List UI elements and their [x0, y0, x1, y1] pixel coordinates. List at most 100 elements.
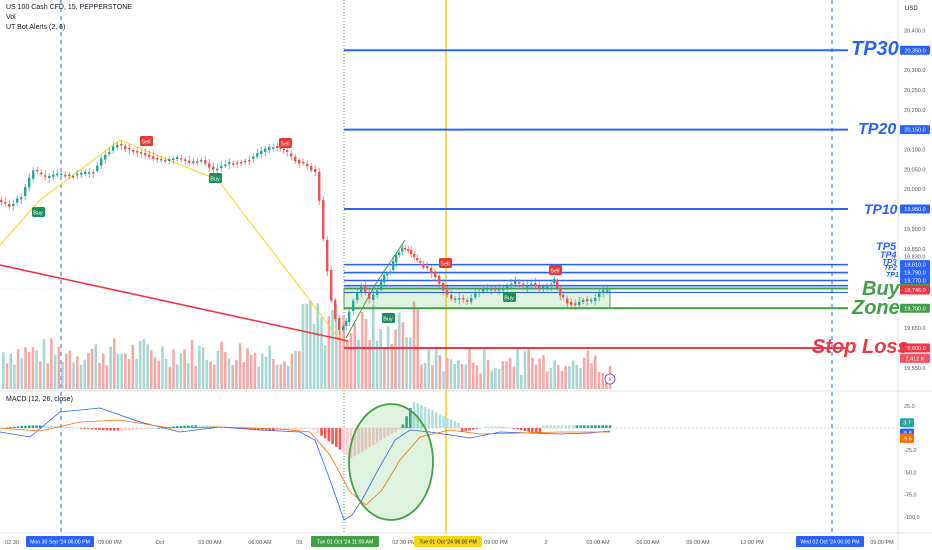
candle-body — [330, 270, 333, 301]
volume-bar — [453, 364, 456, 389]
macd-hist-bar — [368, 428, 371, 448]
macd-label[interactable]: MACD (12, 26, close) — [6, 396, 73, 403]
candle-body — [104, 154, 107, 160]
candle-body — [586, 299, 589, 302]
macd-hist-bar — [531, 428, 534, 433]
candle-body — [559, 287, 562, 296]
candle-body — [112, 146, 115, 151]
candle-body — [498, 288, 501, 291]
candle-body — [64, 174, 67, 177]
candle-body — [44, 175, 47, 177]
candle-body — [100, 158, 103, 166]
volume-bar — [460, 364, 464, 389]
sell-signal-text: Sell — [440, 261, 449, 267]
volume-bar — [190, 340, 194, 389]
symbol-title[interactable]: US 100 Cash CFD, 15, PEPPERSTONE — [6, 4, 132, 11]
candle-body — [534, 283, 537, 287]
candle-body — [470, 297, 473, 302]
volume-bar — [301, 304, 305, 389]
volume-bar — [20, 358, 24, 389]
volume-bar — [64, 353, 68, 389]
volume-bar — [286, 366, 290, 389]
sell-signal-text: Sell — [550, 268, 559, 274]
macd-hist-bar — [335, 428, 338, 447]
candle-body — [518, 282, 521, 284]
candle-body — [590, 299, 593, 302]
macd-hist-bar — [383, 428, 386, 439]
macd-hist-bar — [24, 425, 27, 428]
volume-bar — [201, 347, 205, 389]
candle-body — [272, 147, 275, 149]
candle-body — [542, 286, 545, 289]
macd-hist-bar — [372, 428, 375, 445]
time-axis-label: 09:00 AM — [686, 540, 710, 546]
volume-label[interactable]: Vol — [6, 14, 16, 21]
macd-hist-bar — [272, 428, 275, 431]
candle-body — [212, 166, 215, 170]
time-axis-label: 09:00 PM — [870, 540, 894, 546]
price-tag-label: 19,950.0 — [904, 207, 925, 213]
time-axis-label: Oct — [156, 540, 165, 546]
volume-bar — [512, 366, 516, 389]
volume-bar — [357, 339, 360, 389]
candle-body — [450, 295, 453, 299]
volume-bar — [283, 361, 286, 389]
volume-bar — [586, 350, 590, 389]
macd-hist-bar — [494, 426, 497, 428]
candle-body — [200, 159, 203, 162]
macd-hist-bar — [564, 425, 567, 428]
buy-zone-box — [343, 287, 611, 309]
candle-body — [566, 298, 569, 304]
candle-body — [279, 147, 282, 149]
macd-hist-bar — [579, 425, 582, 428]
candle-body — [466, 300, 469, 302]
candle-body — [216, 168, 219, 171]
volume-bar — [175, 364, 179, 389]
candle-body — [28, 177, 31, 188]
buy-signal-text: Buy — [210, 176, 220, 182]
candle-body — [314, 169, 317, 173]
volume-bar — [179, 353, 183, 389]
time-axis-label: 06:00 AM — [636, 540, 660, 546]
volume-bar — [198, 345, 201, 389]
macd-hist-bar — [205, 425, 209, 428]
volume-bar — [379, 328, 382, 389]
volume-bar — [242, 362, 246, 389]
macd-hist-bar — [390, 428, 394, 434]
price-tag — [900, 343, 930, 353]
currency-label[interactable]: USD — [905, 6, 918, 12]
indicator-label[interactable]: UT Bot Alerts (2, 6) — [6, 24, 66, 31]
macd-hist-bar — [486, 426, 490, 428]
candle-body — [290, 153, 293, 157]
volume-bar — [46, 363, 49, 389]
macd-hist-bar — [571, 425, 575, 428]
candle-body — [148, 154, 151, 157]
macd-hist-bar — [575, 425, 579, 428]
candle-body — [240, 162, 243, 164]
macd-hist-bar — [268, 428, 271, 431]
macd-hist-bar — [183, 425, 186, 428]
tp30-label: TP30 — [851, 38, 899, 60]
macd-hist-bar — [13, 426, 16, 428]
price-axis-label: 19,830.0 — [904, 255, 925, 261]
volume-bar — [349, 333, 353, 389]
candle-body — [236, 162, 239, 165]
volume-bar — [431, 365, 434, 389]
price-axis-label: 19,550.0 — [904, 366, 925, 372]
volume-bar — [520, 374, 523, 389]
volume-bar — [527, 349, 530, 389]
candle-body — [322, 200, 325, 239]
candle-body — [482, 288, 485, 292]
time-badge — [26, 536, 94, 547]
candle-body — [526, 285, 529, 288]
candle-body — [380, 281, 383, 290]
volume-bar — [475, 365, 479, 389]
buy-signal-text: Buy — [33, 210, 43, 216]
volume-bar — [553, 360, 556, 389]
tp5-label: TP5 — [876, 241, 897, 253]
volume-bar — [205, 360, 209, 389]
candle-body — [92, 172, 95, 174]
candle-body — [132, 150, 135, 152]
macd-hist-bar — [290, 428, 294, 431]
